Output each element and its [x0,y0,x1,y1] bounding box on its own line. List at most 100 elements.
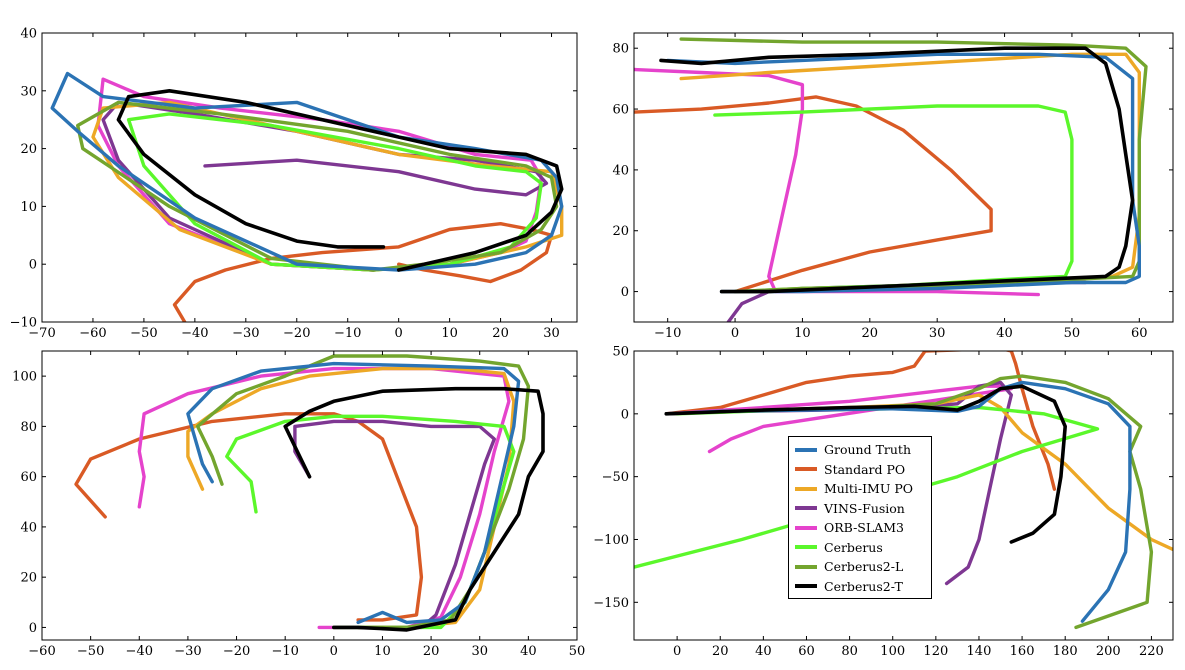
plot-1: −70 −60 −50 −40 −30 −20 −10 0 10 20 30 −10 0 10 20 30 40 [10,27,578,341]
legend-item-cerberus2-l: Cerberus2-L [795,557,925,577]
series-line-cerberus [225,414,516,630]
x-tick-label: 50 [569,644,586,659]
x-tick-label: 100 [880,644,905,659]
plot-frame [41,32,578,323]
x-tick-label: 20 [492,326,509,341]
legend-item-standard-po: Standard PO [795,460,925,480]
x-tick-label: −10 [654,326,681,341]
y-tick-label: −10 [10,316,37,331]
x-tick-label: 160 [1010,644,1035,659]
series-group [634,37,1148,322]
y-tick-label: 40 [20,27,37,42]
y-tick-label: 100 [12,370,37,385]
legend-swatch [795,545,817,550]
x-tick-label: 10 [374,644,391,659]
legend-swatch [795,525,817,530]
x-tick-label: 40 [996,326,1013,341]
legend-swatch [795,584,817,589]
x-tick-label: 20 [423,644,440,659]
series-line-multi-imu-po [186,366,516,630]
plot-2: −10 0 10 20 30 40 50 60 0 20 40 60 80 [612,32,1174,341]
legend-swatch [795,467,817,472]
legend: Ground Truth Standard PO Multi-IMU PO VI… [788,436,932,599]
legend-label: Ground Truth [824,442,911,458]
y-tick-label: −50 [602,470,629,485]
y-tick-label: 60 [20,470,37,485]
x-tick-label: −40 [126,644,153,659]
x-tick-label: 60 [1131,326,1148,341]
x-tick-label: −50 [77,644,104,659]
y-tick-label: 20 [612,224,629,239]
series-line-cerberus2-l [679,37,1148,294]
series-line-cerberus2-t [283,386,545,632]
series-line-cerberus [713,104,1074,294]
series-line-standard-po [172,222,554,322]
x-tick-label: 30 [929,326,946,341]
series-group [74,354,545,632]
y-tick-label: 0 [621,285,629,300]
series-line-orb-slam3 [664,384,1013,454]
x-tick-label: 20 [862,326,879,341]
x-tick-label: 60 [798,644,815,659]
legend-label: ORB-SLAM3 [824,520,904,536]
legend-item-multi-imu-po: Multi-IMU PO [795,479,925,499]
plot-frame [41,350,578,641]
series-line-standard-po [634,95,993,294]
y-tick-label: 30 [20,84,37,99]
y-tick-label: −150 [593,596,629,611]
legend-label: Cerberus2-L [824,559,904,575]
legend-item-orb-slam3: ORB-SLAM3 [795,518,925,538]
x-tick-label: 10 [794,326,811,341]
y-tick-label: 20 [20,142,37,157]
y-tick-label: 40 [612,163,629,178]
x-tick-label: −10 [271,644,298,659]
legend-label: Cerberus2-T [824,578,903,594]
x-tick-label: −20 [223,644,250,659]
x-tick-label: −70 [28,326,55,341]
series-line-ground-truth [186,361,521,625]
y-tick-label: 50 [612,345,629,360]
x-tick-label: 180 [1053,644,1078,659]
y-tick-label: 0 [29,258,37,273]
x-tick-label: 30 [471,644,488,659]
x-tick-label: −30 [174,644,201,659]
series-group [50,71,564,322]
x-tick-label: 0 [395,326,403,341]
legend-label: VINS-Fusion [824,500,905,516]
y-tick-label: 0 [29,621,37,636]
legend-label: Cerberus [824,539,883,555]
x-tick-label: 20 [712,644,729,659]
legend-swatch [795,486,817,491]
x-tick-label: 0 [673,644,681,659]
y-tick-label: 0 [621,407,629,422]
x-tick-label: −60 [28,644,55,659]
legend-swatch [795,506,817,511]
plot-frame [633,350,1174,641]
legend-swatch [795,447,817,452]
x-tick-label: 40 [755,644,772,659]
x-tick-label: −20 [283,326,310,341]
x-tick-label: 50 [1064,326,1081,341]
x-tick-label: −50 [130,326,157,341]
y-tick-label: −100 [593,533,629,548]
plot-frame [633,32,1174,323]
y-tick-label: 10 [20,200,37,215]
y-tick-label: 20 [20,571,37,586]
series-line-ground-truth [666,52,1141,294]
y-tick-label: 80 [612,42,629,57]
y-tick-label: 40 [20,520,37,535]
y-tick-label: 60 [612,103,629,118]
x-tick-label: 30 [543,326,560,341]
x-tick-label: −30 [232,326,259,341]
x-tick-label: −40 [181,326,208,341]
x-tick-label: 40 [520,644,537,659]
x-tick-label: 0 [330,644,338,659]
legend-item-ground-truth: Ground Truth [795,440,925,460]
x-tick-label: 220 [1139,644,1164,659]
x-tick-label: 200 [1096,644,1121,659]
plot-3: −60 −50 −40 −30 −20 −10 0 10 20 30 40 50 0 20 40 60 80 10… [12,350,586,659]
legend-label: Multi-IMU PO [824,481,913,497]
x-tick-label: 80 [841,644,858,659]
